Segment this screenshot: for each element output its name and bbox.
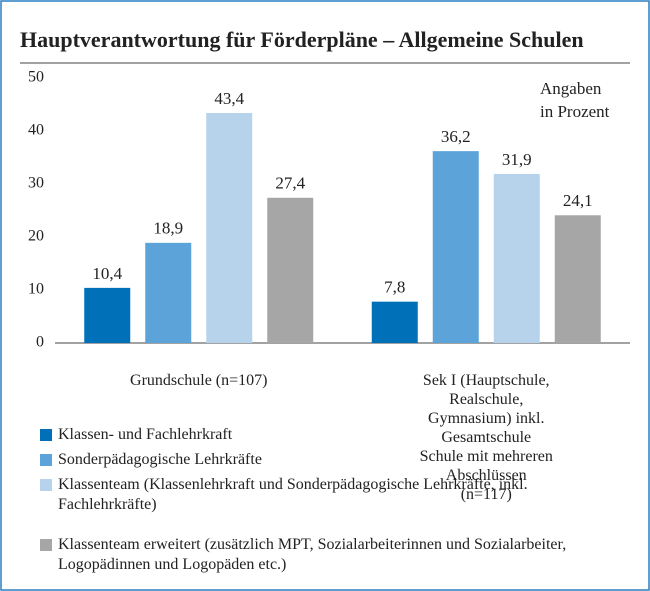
y-tick-label: 40 (28, 122, 44, 139)
value-label: 24,1 (563, 191, 593, 210)
bar (206, 112, 253, 343)
value-label: 36,2 (441, 127, 471, 146)
y-tick-label: 20 (28, 228, 44, 245)
legend-swatch (40, 479, 52, 491)
y-tick-label: 50 (28, 69, 44, 86)
legend-swatch (40, 429, 52, 441)
x-tick-label: Sek I (Hauptschule, Realschule, Gymnasiu… (419, 372, 553, 503)
bar (267, 197, 314, 343)
legend-label: Klassen- und Fachlehrkraft (58, 426, 233, 443)
legend-item: Klassen- und Fachlehrkraft (40, 425, 630, 445)
value-label: 18,9 (153, 219, 183, 238)
value-label: 43,4 (214, 89, 244, 108)
value-label: 27,4 (275, 174, 305, 193)
legend-item: Klassenteam (Klassenlehrkraft und Sonder… (40, 475, 630, 515)
y-tick-label: 30 (28, 175, 44, 192)
legend-label: Klassenteam (Klassenlehrkraft und Sonder… (58, 476, 528, 513)
legend-swatch (40, 454, 52, 466)
legend-item: Klassenteam erweitert (zusätzlich MPT, S… (40, 535, 630, 575)
annotation: Angaben in Prozent (540, 79, 610, 121)
value-label: 10,4 (92, 264, 122, 283)
bar (554, 215, 601, 343)
bar (84, 287, 131, 343)
bar (493, 173, 540, 343)
legend-label: Sonderpädagogische Lehrkräfte (58, 451, 262, 468)
value-label: 7,8 (384, 278, 405, 297)
x-tick-label: Grundschule (n=107) (130, 372, 268, 389)
bar (145, 242, 192, 343)
legend-swatch (40, 539, 52, 551)
legend-item: Sonderpädagogische Lehrkräfte (40, 450, 630, 470)
bar (432, 151, 479, 343)
y-tick-label: 0 (36, 334, 44, 351)
value-label: 31,9 (502, 150, 532, 169)
y-tick-label: 10 (28, 281, 44, 298)
chart-title: Hauptverantwortung für Förderpläne – All… (20, 27, 584, 52)
bar (371, 301, 418, 343)
legend-label: Klassenteam erweitert (zusätzlich MPT, S… (58, 536, 567, 573)
